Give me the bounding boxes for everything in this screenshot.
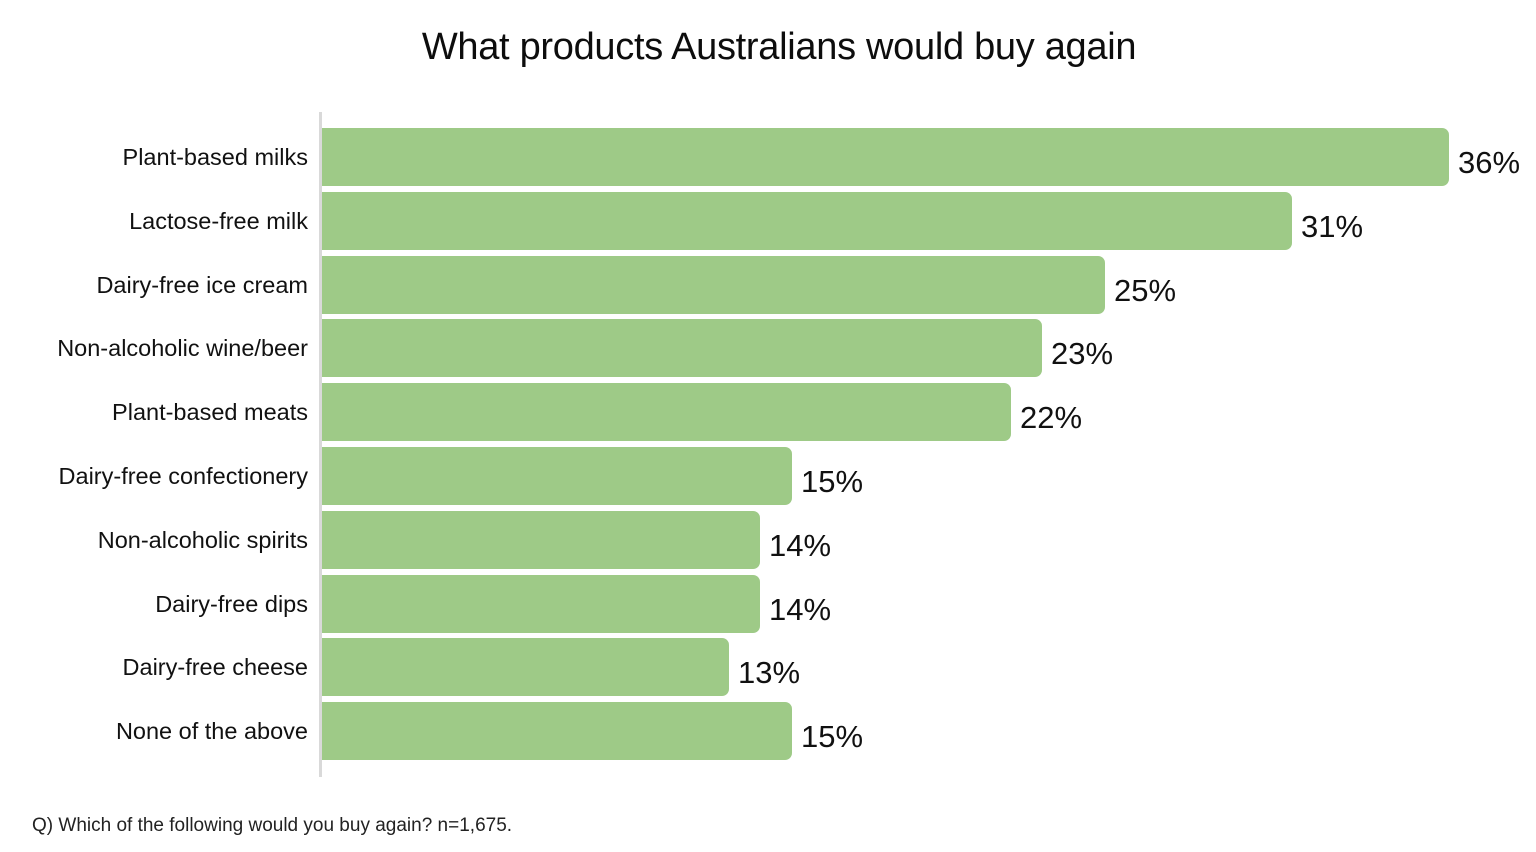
bar [322,575,760,633]
value-label: 22% [1020,400,1083,435]
value-label: 15% [801,464,864,499]
bar-row: Dairy-free confectionery 15% [0,447,1536,505]
category-label: Dairy-free confectionery [58,463,308,489]
value-label: 31% [1301,209,1364,244]
category-label: Dairy-free ice cream [96,272,308,298]
bar [322,256,1105,314]
value-label: 36% [1458,145,1521,180]
chart-title: What products Australians would buy agai… [421,26,1137,68]
value-label: 25% [1114,273,1177,308]
value-label: 23% [1051,336,1114,371]
survey-footnote: Q) Which of the following would you buy … [32,815,513,836]
bar [322,638,729,696]
value-label: 15% [801,719,864,754]
category-label: Dairy-free dips [155,591,308,617]
value-label: 14% [769,592,832,627]
bar [322,447,792,505]
bar-row: Lactose-free milk 31% [0,192,1536,250]
bar-row: Dairy-free cheese 13% [0,638,1536,696]
category-label: Non-alcoholic spirits [97,527,308,553]
category-label: Lactose-free milk [129,208,308,234]
value-label: 13% [738,655,801,690]
bar [322,511,760,569]
category-label: None of the above [115,718,308,744]
bar [322,383,1011,441]
bar-row: Non-alcoholic wine/beer 23% [0,319,1536,377]
category-label: Dairy-free cheese [122,654,308,680]
bar-row: Non-alcoholic spirits 14% [0,511,1536,569]
bar-row: Dairy-free ice cream 25% [0,256,1536,314]
category-axis-line [319,112,322,777]
category-label: Non-alcoholic wine/beer [57,335,308,361]
bar-row: Plant-based meats 22% [0,383,1536,441]
bar [322,319,1042,377]
category-label: Plant-based milks [122,144,308,170]
category-label: Plant-based meats [112,399,308,425]
bar [322,128,1449,186]
value-label: 14% [769,528,832,563]
bar-row: Dairy-free dips 14% [0,575,1536,633]
bar-row: None of the above 15% [0,702,1536,760]
bar [322,192,1292,250]
bar [322,702,792,760]
bar-row: Plant-based milks 36% [0,128,1536,186]
